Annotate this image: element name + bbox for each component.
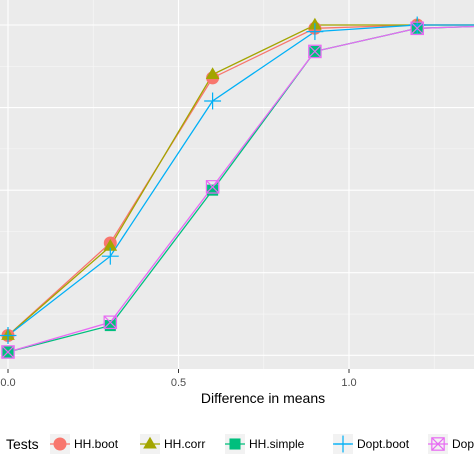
data-point xyxy=(410,21,424,36)
data-point xyxy=(205,180,220,194)
legend-item-HH.boot: HH.boot xyxy=(50,434,119,454)
data-point xyxy=(103,315,118,330)
series-points xyxy=(0,16,426,359)
legend-item-Dopt.boot: Dopt.boot xyxy=(333,434,410,454)
legend-label: Dopt.boot xyxy=(357,437,410,451)
legend-title: Tests xyxy=(6,436,39,452)
data-point xyxy=(104,320,116,332)
panel-background xyxy=(0,0,474,369)
legend: HH.boot HH.corr HH.simple Dopt.boot Dopt.sim… xyxy=(50,434,474,454)
legend-label: Dopt.simple xyxy=(452,437,474,451)
legend-item-HH.corr: HH.corr xyxy=(140,434,205,454)
data-point xyxy=(205,67,220,79)
data-point xyxy=(431,437,445,451)
data-point xyxy=(53,437,67,451)
x-axis-ticks: 0.0 0.5 1.0 xyxy=(0,369,357,389)
data-point xyxy=(207,184,219,196)
legend-label: HH.boot xyxy=(74,437,119,451)
data-point xyxy=(204,92,222,110)
data-point xyxy=(103,239,118,251)
x-axis-title: Difference in means xyxy=(201,390,325,406)
legend-item-Dopt.simple: Dopt.simple xyxy=(428,434,474,454)
data-point xyxy=(308,44,322,59)
series-lines xyxy=(7,24,474,353)
x-tick-label: 0.5 xyxy=(171,377,186,389)
legend-label: HH.corr xyxy=(164,437,205,451)
data-point xyxy=(306,23,324,41)
series-line-Dopt.boot xyxy=(7,24,474,336)
data-point xyxy=(1,345,15,359)
series-line-Dopt.simple xyxy=(7,25,474,353)
x-tick-label: 0.0 xyxy=(0,377,15,389)
data-point xyxy=(143,436,157,449)
data-point xyxy=(0,327,17,344)
legend-label: HH.simple xyxy=(249,437,305,451)
legend-item-HH.simple: HH.simple xyxy=(225,434,305,454)
x-tick-label: 1.0 xyxy=(341,377,356,389)
data-point xyxy=(229,438,241,450)
data-point xyxy=(334,435,352,453)
data-point xyxy=(101,247,119,265)
